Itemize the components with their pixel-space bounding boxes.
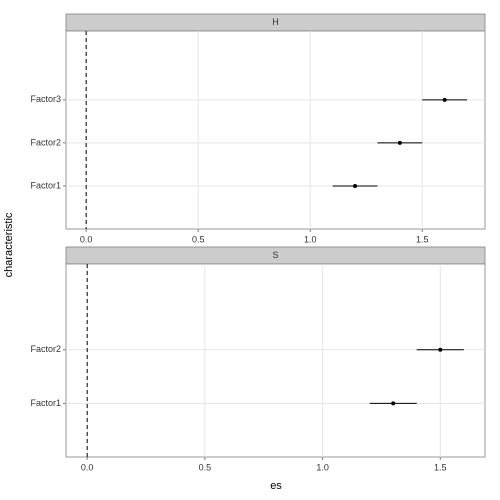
x-tick-label: 0.0 <box>81 462 94 472</box>
y-tick-label: Factor2 <box>30 344 61 354</box>
x-axis-title: es <box>270 480 282 492</box>
x-tick-label: 1.0 <box>316 462 329 472</box>
point <box>353 183 358 188</box>
y-tick-label: Factor1 <box>30 180 61 190</box>
point <box>391 401 396 406</box>
x-tick-label: 0.0 <box>80 234 93 244</box>
point <box>397 140 402 145</box>
x-tick-label: 0.5 <box>192 234 205 244</box>
x-tick-label: 1.5 <box>416 234 429 244</box>
y-tick-label: Factor1 <box>30 398 61 408</box>
panel <box>65 263 486 458</box>
y-tick-label: Factor3 <box>30 94 61 104</box>
point <box>438 347 443 352</box>
strip-label: H <box>272 17 279 27</box>
x-tick-label: 1.0 <box>304 234 317 244</box>
x-tick-label: 0.5 <box>199 462 212 472</box>
y-tick-label: Factor2 <box>30 137 61 147</box>
panel <box>65 30 486 230</box>
y-axis-title: characteristic <box>3 212 15 277</box>
strip-label: S <box>272 250 278 260</box>
point <box>442 97 447 102</box>
x-tick-label: 1.5 <box>434 462 447 472</box>
